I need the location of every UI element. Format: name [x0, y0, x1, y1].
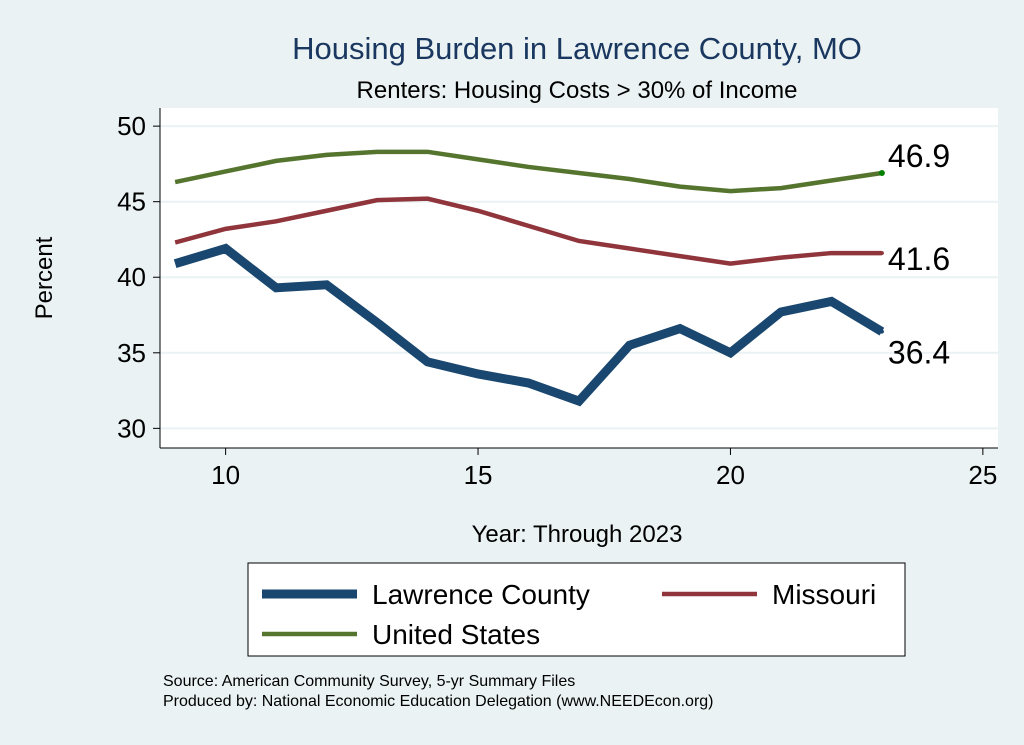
end-value-label: 41.6 — [888, 241, 950, 277]
end-value-label: 46.9 — [888, 138, 950, 174]
y-tick-label: 45 — [117, 187, 146, 217]
series-line-missouri — [174, 196, 882, 266]
series-line-united-states — [174, 149, 883, 194]
y-tick-label: 40 — [117, 262, 146, 292]
producer-note: Produced by: National Economic Education… — [163, 693, 714, 710]
legend-label: Lawrence County — [372, 579, 590, 610]
legend-label: United States — [372, 619, 540, 650]
end-point-marker — [879, 251, 884, 256]
source-note: Source: American Community Survey, 5-yr … — [163, 673, 575, 690]
chart-title: Housing Burden in Lawrence County, MO — [292, 31, 862, 66]
y-axis-label: Percent — [31, 236, 58, 319]
y-tick-label: 50 — [117, 111, 146, 141]
end-point-marker — [878, 169, 885, 176]
series-line-lawrence-county — [173, 243, 885, 407]
x-tick-label: 10 — [211, 460, 240, 490]
legend-label: Missouri — [772, 579, 876, 610]
y-tick-label: 35 — [117, 338, 146, 368]
chart-subtitle: Renters: Housing Costs > 30% of Income — [357, 77, 798, 104]
y-tick-label: 30 — [117, 413, 146, 443]
x-tick-label: 15 — [464, 460, 493, 490]
end-point-marker — [879, 329, 884, 334]
x-tick-label: 20 — [716, 460, 745, 490]
legend — [247, 562, 906, 657]
x-axis-label: Year: Through 2023 — [472, 521, 683, 548]
x-tick-label: 25 — [968, 460, 997, 490]
end-value-label: 36.4 — [888, 335, 950, 371]
